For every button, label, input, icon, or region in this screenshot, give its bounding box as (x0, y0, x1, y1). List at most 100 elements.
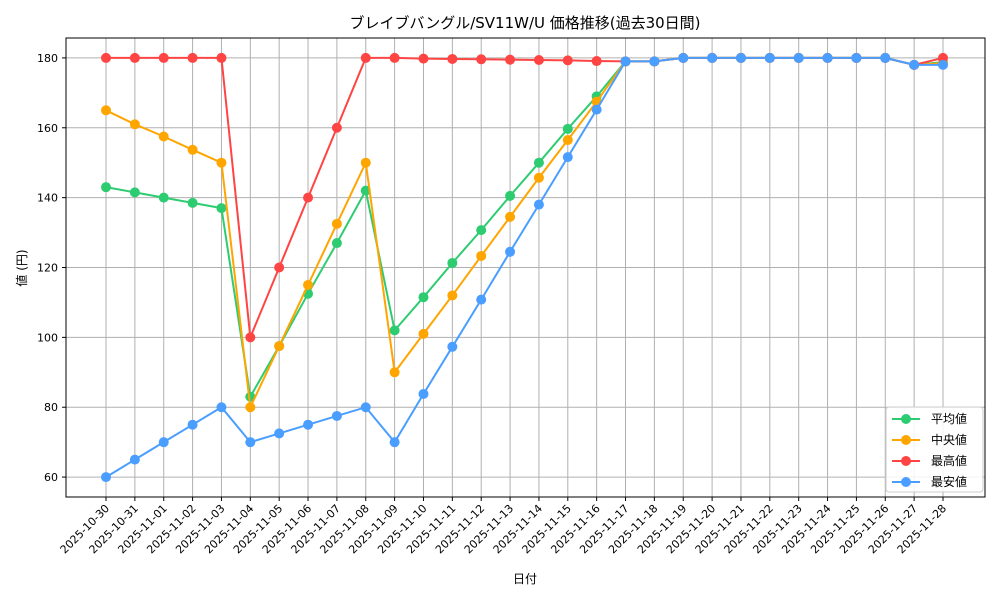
data-point (303, 192, 314, 203)
data-point (101, 182, 111, 193)
data-point (389, 437, 400, 448)
data-point (476, 250, 487, 261)
data-point (447, 341, 458, 352)
x-axis: 2025-10-302025-10-312025-11-012025-11-02… (58, 497, 949, 556)
y-tick-label: 140 (37, 192, 58, 205)
data-point (418, 328, 429, 339)
data-point (562, 55, 573, 66)
y-tick-label: 60 (44, 471, 58, 484)
data-point (187, 419, 198, 430)
data-point (505, 246, 516, 257)
data-point (101, 105, 111, 116)
legend-label: 最高値 (931, 453, 967, 468)
data-point (331, 122, 342, 133)
data-point (562, 123, 573, 134)
data-point (735, 52, 746, 63)
plot-frame (65, 37, 986, 498)
data-point (216, 203, 227, 214)
data-point (303, 279, 314, 290)
data-point (389, 52, 400, 63)
data-point (158, 131, 169, 142)
data-point (476, 225, 487, 236)
data-point (822, 52, 833, 63)
data-point (187, 197, 198, 208)
data-point (447, 257, 458, 268)
data-point (389, 367, 400, 378)
data-point (447, 290, 458, 301)
legend-marker (901, 414, 911, 424)
x-axis-label: 日付 (513, 572, 537, 586)
data-point (418, 292, 429, 303)
grid (66, 38, 985, 497)
data-point (764, 52, 775, 63)
y-tick-label: 120 (37, 262, 58, 275)
data-point (505, 211, 516, 222)
y-tick-label: 80 (44, 401, 58, 414)
data-point (851, 52, 862, 63)
data-point (245, 437, 256, 448)
data-point (707, 52, 718, 63)
data-point (331, 410, 342, 421)
data-point (793, 52, 804, 63)
data-point (274, 262, 285, 273)
legend-marker (901, 435, 911, 445)
data-point (158, 52, 169, 63)
data-point (533, 157, 544, 168)
legend-marker (901, 477, 911, 487)
legend-label: 最安値 (931, 474, 967, 489)
legend-label: 平均値 (931, 411, 967, 426)
data-point (274, 428, 285, 439)
data-point (418, 388, 429, 399)
data-point (938, 59, 948, 70)
legend-label: 中央値 (931, 432, 967, 447)
data-point (533, 55, 544, 66)
data-point (649, 56, 660, 67)
data-point (101, 52, 111, 63)
data-point (418, 53, 429, 64)
data-point (331, 238, 342, 249)
y-tick-label: 160 (37, 122, 58, 135)
series-group (101, 52, 948, 483)
data-point (129, 454, 140, 465)
data-point (476, 294, 487, 305)
data-point (101, 472, 111, 483)
data-point (303, 419, 314, 430)
series-line (105, 56, 944, 411)
data-point (591, 56, 602, 67)
data-point (360, 157, 371, 168)
y-axis-label: 値 (円) (14, 249, 29, 286)
legend-marker (901, 456, 911, 466)
data-point (533, 172, 544, 183)
data-point (158, 192, 169, 203)
data-point (187, 144, 198, 155)
series-3 (101, 52, 948, 483)
series-1 (101, 52, 948, 413)
data-point (158, 437, 169, 448)
y-tick-label: 180 (37, 52, 58, 65)
data-point (533, 199, 544, 210)
data-point (129, 119, 140, 130)
data-point (591, 104, 602, 115)
data-point (216, 52, 227, 63)
data-point (129, 187, 140, 198)
data-point (389, 325, 400, 336)
data-point (909, 59, 920, 70)
data-point (216, 402, 227, 413)
data-point (678, 52, 689, 63)
data-point (562, 135, 573, 145)
data-point (447, 53, 458, 64)
data-point (216, 157, 227, 168)
data-point (360, 402, 371, 413)
data-point (620, 56, 631, 67)
data-point (129, 52, 140, 63)
data-point (245, 402, 256, 413)
data-point (274, 341, 285, 352)
y-axis: 60 80 100 120 140 160 180 (37, 52, 66, 484)
data-point (505, 190, 516, 201)
data-point (245, 332, 256, 343)
data-point (938, 52, 948, 63)
data-point (505, 54, 516, 65)
y-tick-label: 100 (37, 331, 58, 344)
